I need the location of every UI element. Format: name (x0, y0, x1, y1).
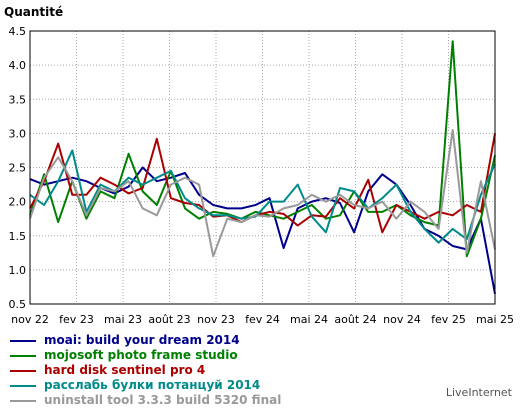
x-tick-label: fev 24 (245, 313, 280, 326)
legend-swatch (10, 399, 36, 402)
series-line-4 (29, 149, 496, 244)
x-tick-label: fev 23 (59, 313, 94, 326)
legend-item: mojosoft photo frame studio (10, 348, 281, 363)
legend-swatch (10, 384, 36, 387)
series-line-5 (29, 129, 496, 258)
series-line-3 (29, 133, 496, 234)
grid-lines (30, 31, 495, 304)
series-lines (29, 40, 496, 294)
legend-item: расслабь булки потанцуй 2014 (10, 378, 281, 393)
brand-label: LiveInternet (445, 386, 512, 399)
legend-label: hard disk sentinel pro 4 (44, 363, 206, 377)
y-tick-label: 0.5 (9, 298, 27, 311)
x-tick-label: mai 25 (476, 313, 514, 326)
y-tick-label: 4.5 (9, 25, 27, 38)
legend-item: moai: build your dream 2014 (10, 333, 281, 348)
y-tick-label: 2.0 (9, 196, 27, 209)
axis-labels: 0.5 1.0 1.5 2.0 2.5 3.0 3.5 4.0 4.5 nov 22 fev 23 m… (9, 25, 515, 326)
y-tick-label: 3.0 (9, 127, 27, 140)
x-tick-label: nov 23 (197, 313, 235, 326)
x-tick-label: mai 24 (290, 313, 328, 326)
x-tick-label: mai 23 (104, 313, 142, 326)
chart-title: Quantité (4, 5, 63, 19)
legend-swatch (10, 339, 36, 342)
legend-label: mojosoft photo frame studio (44, 348, 238, 362)
y-tick-label: 4.0 (9, 59, 27, 72)
plot-frame (29, 30, 496, 305)
legend-label: uninstall tool 3.3.3 build 5320 final (44, 393, 282, 407)
legend: moai: build your dream 2014 mojosoft phot… (10, 333, 281, 408)
legend-label: moai: build your dream 2014 (44, 333, 240, 347)
legend-item: uninstall tool 3.3.3 build 5320 final (10, 393, 281, 408)
y-tick-label: 1.0 (9, 264, 27, 277)
y-tick-label: 3.5 (9, 93, 27, 106)
legend-item: hard disk sentinel pro 4 (10, 363, 281, 378)
legend-label: расслабь булки потанцуй 2014 (44, 378, 261, 392)
legend-swatch (10, 369, 36, 372)
y-tick-label: 1.5 (9, 230, 27, 243)
legend-swatch (10, 354, 36, 357)
x-tick-label: août 23 (148, 313, 190, 326)
x-tick-label: nov 22 (11, 313, 49, 326)
x-tick-label: août 24 (334, 313, 376, 326)
x-tick-label: fev 25 (431, 313, 466, 326)
y-tick-label: 2.5 (9, 162, 27, 175)
x-tick-label: nov 24 (383, 313, 421, 326)
